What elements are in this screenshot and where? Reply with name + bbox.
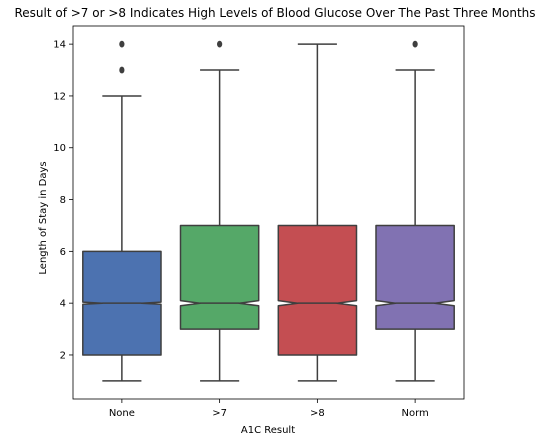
outlier-point bbox=[119, 66, 125, 74]
box-1 bbox=[82, 40, 162, 382]
x-tick-label: >7 bbox=[212, 408, 227, 419]
box-body bbox=[179, 224, 260, 330]
y-tick-label: 8 bbox=[60, 195, 66, 206]
x-axis-label: A1C Result bbox=[241, 425, 295, 436]
x-tick-label: None bbox=[109, 408, 135, 419]
box-3 bbox=[277, 43, 358, 382]
y-tick-label: 4 bbox=[60, 299, 66, 310]
y-tick-label: 10 bbox=[53, 143, 66, 154]
plot-area: 2 4 6 8 10 12 14 None >7 >8 Norm bbox=[53, 25, 465, 419]
y-tick-label: 12 bbox=[53, 91, 66, 102]
chart-title: Result of >7 or >8 Indicates High Levels… bbox=[14, 6, 535, 20]
box-4 bbox=[375, 40, 455, 382]
outlier-point bbox=[412, 40, 418, 48]
x-tick-label: >8 bbox=[310, 408, 325, 419]
y-tick-label: 6 bbox=[60, 247, 66, 258]
y-tick-label: 14 bbox=[53, 40, 66, 51]
outlier-point bbox=[119, 40, 125, 48]
plot-frame bbox=[72, 25, 465, 400]
box-body bbox=[375, 224, 455, 330]
outlier-point bbox=[217, 40, 223, 48]
y-axis-label: Length of Stay in Days bbox=[38, 161, 49, 274]
box-body bbox=[277, 224, 358, 356]
x-tick-label: Norm bbox=[401, 408, 428, 419]
y-tick-label: 2 bbox=[60, 350, 66, 361]
box-2 bbox=[179, 40, 260, 382]
